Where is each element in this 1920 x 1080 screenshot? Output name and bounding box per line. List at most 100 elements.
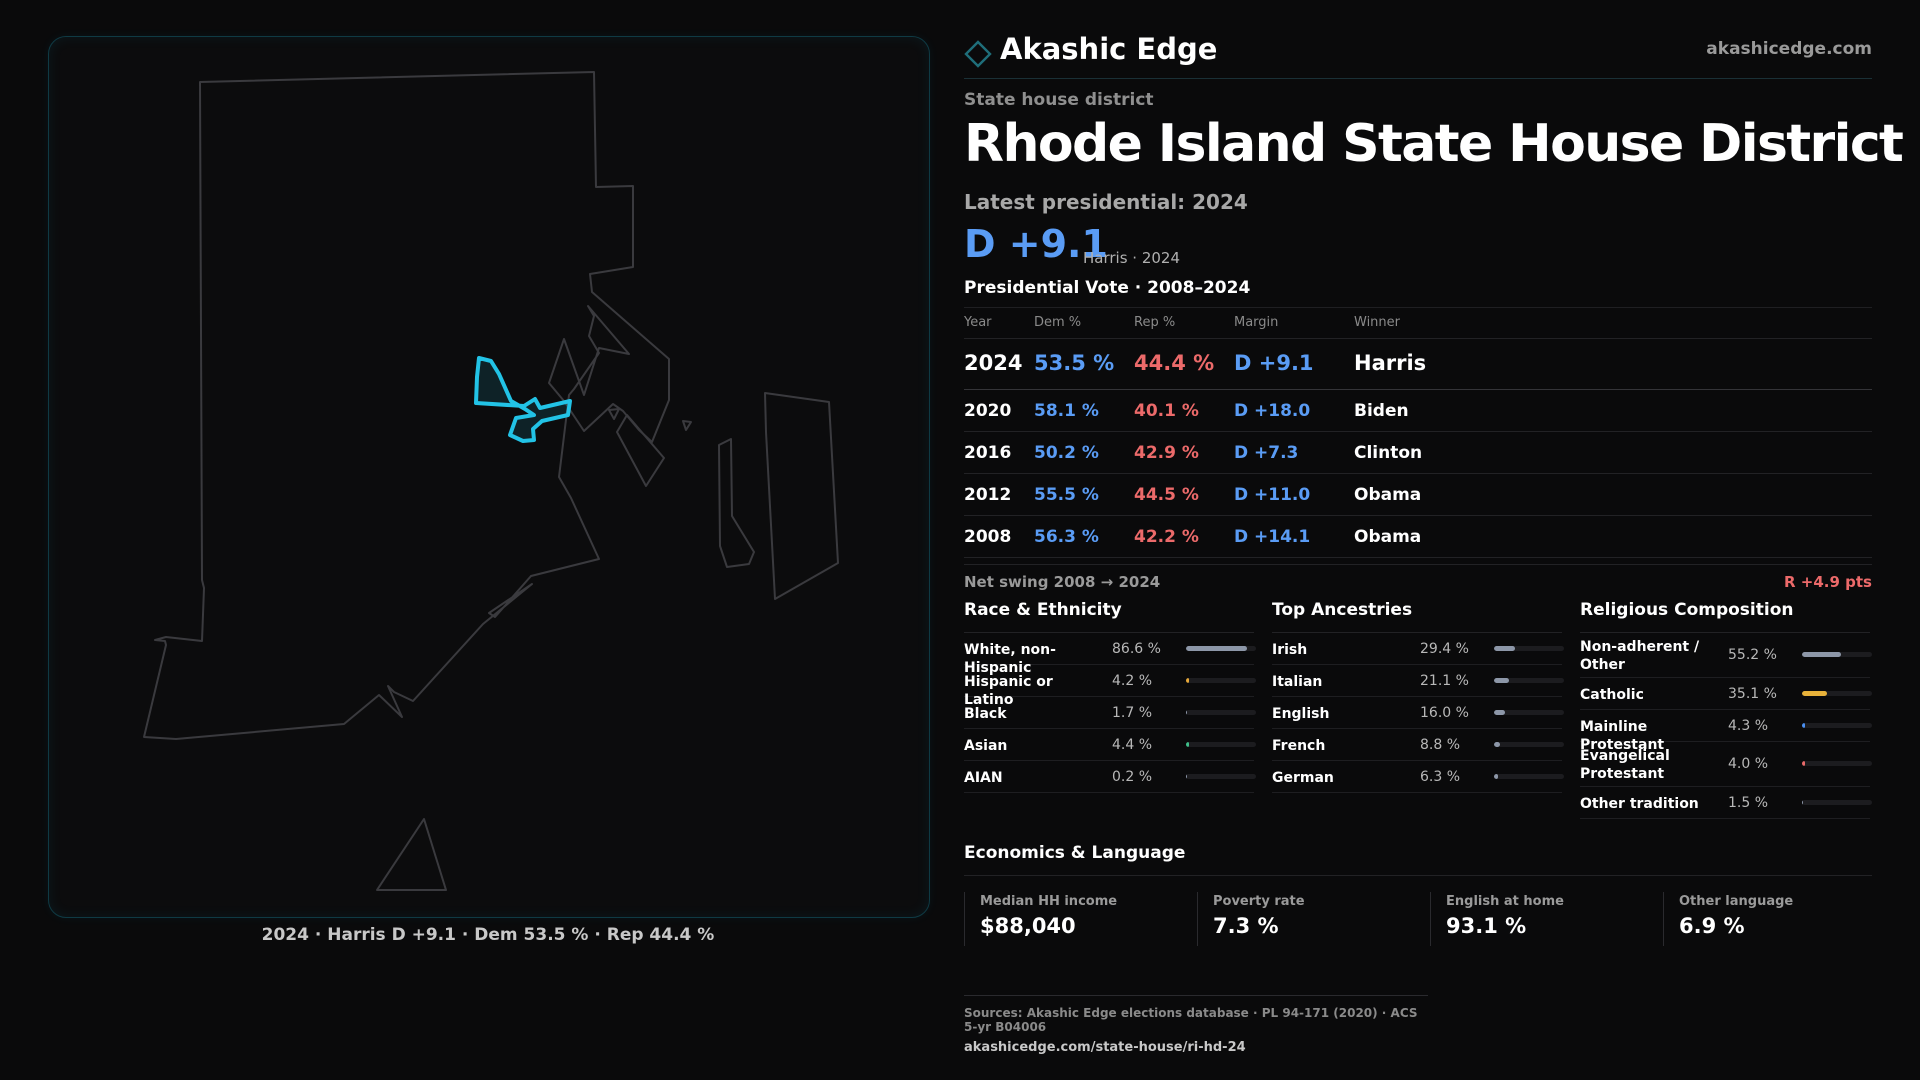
table-header-row: Year Dem % Rep % Margin Winner	[964, 308, 1872, 339]
share-bar-fill	[1494, 678, 1509, 683]
item-label: Italian	[1272, 674, 1323, 690]
stat-card: Poverty rate 7.3 %	[1197, 892, 1414, 946]
district-map[interactable]	[48, 36, 930, 918]
col-margin: Margin	[1234, 315, 1279, 330]
share-bar	[1186, 710, 1256, 715]
item-value: 1.5 %	[1728, 795, 1769, 811]
share-bar-fill	[1186, 774, 1187, 779]
presidential-vote-table: Year Dem % Rep % Margin Winner 2024 53.5 …	[964, 307, 1872, 558]
list-item: Catholic 35.1 %	[1580, 678, 1872, 710]
stat-value: 6.9 %	[1679, 914, 1745, 938]
item-label: Mainline Protestant	[1580, 719, 1665, 753]
source-url-link[interactable]: akashicedge.com/state-house/ri-hd-24	[964, 1040, 1246, 1055]
stat-value: 7.3 %	[1213, 914, 1279, 938]
table-row: 2012 55.5 % 44.5 % D +11.0 Obama	[964, 474, 1872, 516]
col-rep: Rep %	[1134, 315, 1176, 330]
cell-margin: D +9.1	[1234, 351, 1314, 375]
ancestry-section: Top Ancestries Irish 29.4 % Italian 21.1 % E…	[1272, 600, 1564, 793]
list-item: White, non-Hispanic 86.6 %	[964, 633, 1256, 676]
item-value: 4.2 %	[1112, 673, 1153, 689]
share-bar-fill	[1494, 646, 1515, 651]
list-item: French 8.8 %	[1272, 729, 1564, 761]
district-24-highlight	[474, 356, 572, 443]
cell-rep: 40.1 %	[1134, 401, 1199, 421]
share-bar	[1494, 742, 1564, 747]
col-winner: Winner	[1354, 315, 1401, 330]
share-bar	[1494, 678, 1564, 683]
list-item: AIAN 0.2 %	[964, 761, 1256, 793]
item-value: 8.8 %	[1420, 737, 1461, 753]
race-ethnicity-section: Race & Ethnicity White, non-Hispanic 86.6…	[964, 600, 1256, 793]
net-swing-label: Net swing 2008 → 2024	[964, 573, 1161, 591]
net-swing-row: Net swing 2008 → 2024 R +4.9 pts	[964, 564, 1872, 595]
brand-url-link[interactable]: akashicedge.com	[1706, 39, 1872, 59]
share-bar-fill	[1186, 678, 1189, 683]
cell-winner: Harris	[1354, 351, 1427, 375]
brand-name[interactable]: Akashic Edge	[1000, 32, 1218, 66]
share-bar-fill	[1494, 742, 1501, 747]
cell-margin: D +7.3	[1234, 443, 1299, 463]
state-outline-map	[143, 71, 839, 891]
sources-footer: Sources: Akashic Edge elections database…	[964, 995, 1428, 1055]
share-bar	[1802, 723, 1872, 728]
item-value: 6.3 %	[1420, 769, 1461, 785]
item-label: Catholic	[1580, 687, 1644, 703]
item-label: Irish	[1272, 642, 1308, 658]
island-prudence	[616, 414, 665, 487]
item-label: Black	[964, 706, 1007, 722]
table-row: 2008 56.3 % 42.2 % D +14.1 Obama	[964, 516, 1872, 558]
religion-title: Religious Composition	[1580, 600, 1870, 633]
economics-cards: Median HH income $88,040 Poverty rate 7.3 %…	[964, 892, 1872, 946]
item-label: Asian	[964, 738, 1008, 754]
cell-margin: D +18.0	[1234, 401, 1311, 421]
list-item: Asian 4.4 %	[964, 729, 1256, 761]
list-item: Non-adherent / Other 55.2 %	[1580, 633, 1872, 678]
brand-header: Akashic Edge akashicedge.com	[964, 32, 1872, 79]
island-aquidneck	[764, 392, 839, 600]
cell-dem: 58.1 %	[1034, 401, 1099, 421]
cell-year: 2020	[964, 401, 1012, 421]
item-label: French	[1272, 738, 1326, 754]
stat-label: English at home	[1446, 894, 1564, 909]
item-value: 21.1 %	[1420, 673, 1469, 689]
list-item: Italian 21.1 %	[1272, 665, 1564, 697]
state-outline-mainland	[143, 71, 670, 740]
presidential-vote-title: Presidential Vote · 2008–2024	[964, 278, 1251, 298]
share-bar-fill	[1494, 710, 1506, 715]
stat-card: Median HH income $88,040	[964, 892, 1181, 946]
list-item: Irish 29.4 %	[1272, 633, 1564, 665]
sources-text: Sources: Akashic Edge elections database…	[964, 1006, 1418, 1034]
economics-title: Economics & Language	[964, 843, 1872, 876]
cell-year: 2012	[964, 485, 1012, 505]
share-bar	[1186, 646, 1256, 651]
list-item: Black 1.7 %	[964, 697, 1256, 729]
islet-2	[682, 420, 692, 431]
list-item: English 16.0 %	[1272, 697, 1564, 729]
stat-value: $88,040	[980, 914, 1076, 938]
latest-margin: D +9.1	[964, 222, 1108, 266]
item-value: 4.4 %	[1112, 737, 1153, 753]
item-value: 35.1 %	[1728, 686, 1777, 702]
table-row: 2016 50.2 % 42.9 % D +7.3 Clinton	[964, 432, 1872, 474]
share-bar	[1186, 774, 1256, 779]
list-item: Hispanic or Latino 4.2 %	[964, 665, 1256, 708]
share-bar	[1494, 710, 1564, 715]
share-bar-fill	[1186, 646, 1247, 651]
cell-dem: 53.5 %	[1034, 351, 1115, 375]
item-value: 4.3 %	[1728, 718, 1769, 734]
cell-winner: Obama	[1354, 527, 1422, 547]
share-bar-fill	[1186, 710, 1188, 715]
cell-rep: 42.9 %	[1134, 443, 1199, 463]
share-bar	[1802, 652, 1872, 657]
diamond-logo-icon	[964, 40, 992, 68]
stat-label: Poverty rate	[1213, 894, 1305, 909]
share-bar	[1186, 742, 1256, 747]
cell-margin: D +11.0	[1234, 485, 1311, 505]
religion-section: Religious Composition Non-adherent / Oth…	[1580, 600, 1872, 819]
cell-rep: 44.5 %	[1134, 485, 1199, 505]
cell-winner: Obama	[1354, 485, 1422, 505]
latest-presidential-label: Latest presidential: 2024	[964, 190, 1248, 214]
item-label: German	[1272, 770, 1334, 786]
cell-margin: D +14.1	[1234, 527, 1311, 547]
cell-rep: 42.2 %	[1134, 527, 1199, 547]
